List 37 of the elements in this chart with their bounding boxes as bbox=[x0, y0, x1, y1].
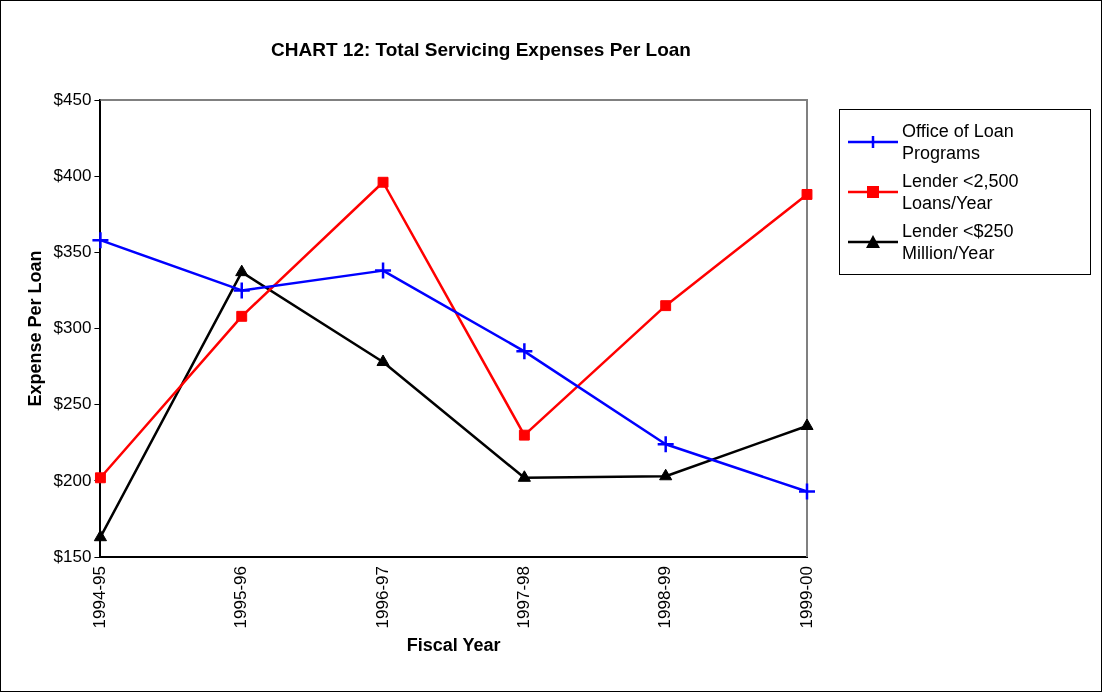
point bbox=[656, 435, 675, 454]
point bbox=[93, 529, 107, 542]
legend-label: Office of Loan Programs bbox=[902, 120, 1015, 164]
x-tick-label: 1994-95 bbox=[90, 566, 110, 629]
point bbox=[797, 482, 817, 501]
point bbox=[232, 281, 251, 300]
point bbox=[518, 429, 530, 441]
x-tick-label: 1997-98 bbox=[514, 566, 534, 629]
y-tick-label: $350 bbox=[53, 242, 92, 262]
point bbox=[91, 230, 110, 250]
x-tick-label: 1996-97 bbox=[372, 566, 392, 629]
point bbox=[376, 354, 390, 367]
point bbox=[660, 300, 672, 312]
y-tick-label: $450 bbox=[53, 89, 92, 109]
x-axis-title: Fiscal Year bbox=[406, 635, 501, 656]
point bbox=[373, 261, 393, 280]
point bbox=[517, 470, 531, 482]
y-tick-label: $400 bbox=[53, 165, 92, 185]
y-tick-label: $250 bbox=[53, 394, 92, 414]
point bbox=[377, 176, 389, 188]
x-tick-label: 1999-00 bbox=[796, 566, 816, 629]
chart-title: CHART 12: Total Servicing Expenses Per Loan bbox=[270, 39, 692, 61]
point bbox=[235, 264, 249, 277]
point bbox=[659, 468, 673, 481]
legend-label: Lender <2,500 Loans/Year bbox=[902, 170, 1020, 214]
x-tick-label: 1998-99 bbox=[655, 566, 675, 629]
y-axis-title: Expense Per Loan bbox=[24, 250, 45, 407]
y-tick-label: $150 bbox=[53, 546, 92, 566]
point bbox=[800, 418, 814, 430]
y-tick-label: $200 bbox=[53, 470, 92, 490]
y-tick-label: $300 bbox=[53, 318, 92, 338]
point bbox=[515, 342, 534, 361]
point bbox=[801, 189, 813, 200]
point bbox=[236, 310, 248, 322]
legend-label: Lender <$250 Million/Year bbox=[902, 220, 1015, 264]
point bbox=[94, 472, 106, 484]
x-tick-label: 1995-96 bbox=[231, 566, 251, 629]
